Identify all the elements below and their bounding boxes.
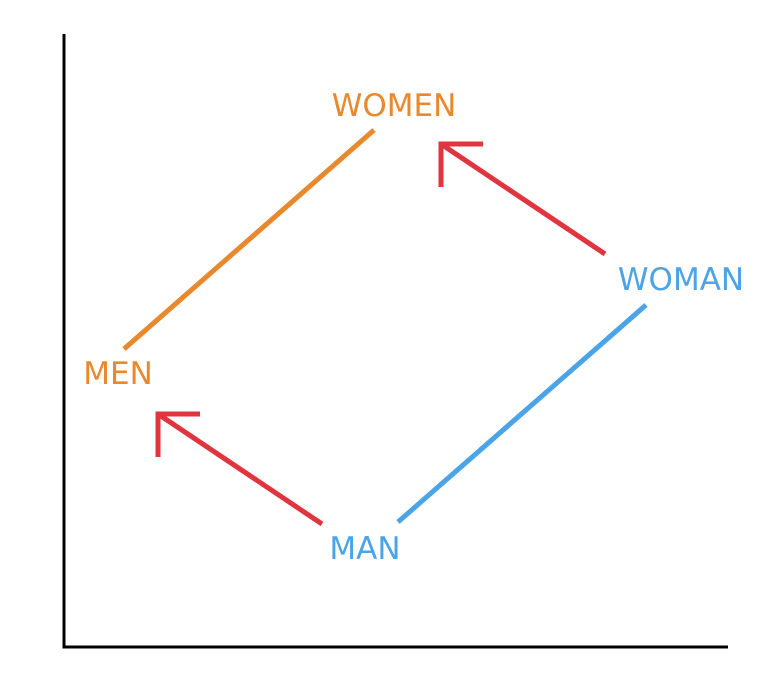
word-men: MEN xyxy=(83,356,153,392)
woman-to-women-arrow xyxy=(438,141,607,257)
word-woman: WOMAN xyxy=(618,262,744,298)
man-to-men-arrow xyxy=(155,411,324,527)
word-man: MAN xyxy=(329,531,400,567)
arrowhead-icon xyxy=(438,141,483,187)
word-women: WOMEN xyxy=(332,88,457,124)
arrowhead-icon xyxy=(155,411,200,457)
man-woman-connector xyxy=(396,303,648,524)
men-women-connector xyxy=(122,128,376,351)
